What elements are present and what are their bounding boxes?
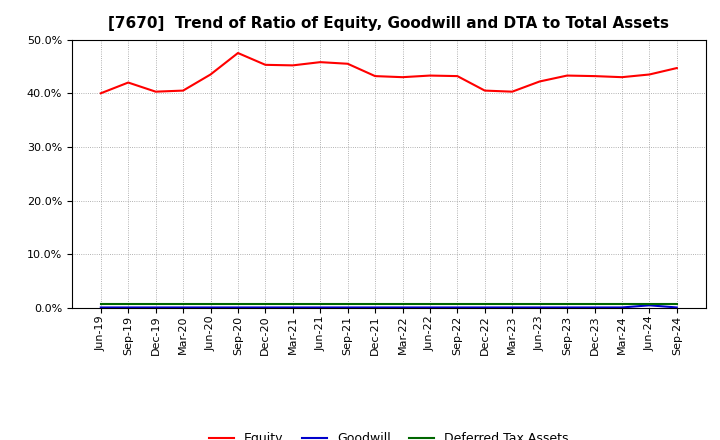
Deferred Tax Assets [590, 301, 599, 306]
Equity [289, 63, 297, 68]
Equity [618, 74, 626, 80]
Line: Equity: Equity [101, 53, 677, 93]
Goodwill [618, 305, 626, 310]
Deferred Tax Assets [645, 301, 654, 306]
Deferred Tax Assets [316, 301, 325, 306]
Goodwill [536, 305, 544, 310]
Deferred Tax Assets [179, 301, 187, 306]
Equity [508, 89, 516, 94]
Equity [179, 88, 187, 93]
Goodwill [179, 305, 187, 310]
Deferred Tax Assets [124, 301, 132, 306]
Goodwill [96, 305, 105, 310]
Equity [124, 80, 132, 85]
Deferred Tax Assets [398, 301, 407, 306]
Equity [590, 73, 599, 79]
Equity [96, 91, 105, 96]
Equity [480, 88, 489, 93]
Goodwill [563, 305, 572, 310]
Deferred Tax Assets [480, 301, 489, 306]
Deferred Tax Assets [289, 301, 297, 306]
Equity [206, 72, 215, 77]
Deferred Tax Assets [96, 301, 105, 306]
Deferred Tax Assets [371, 301, 379, 306]
Goodwill [261, 305, 270, 310]
Deferred Tax Assets [151, 301, 160, 306]
Deferred Tax Assets [536, 301, 544, 306]
Goodwill [343, 305, 352, 310]
Equity [426, 73, 434, 78]
Equity [316, 59, 325, 65]
Equity [233, 50, 242, 55]
Deferred Tax Assets [672, 301, 681, 306]
Equity [453, 73, 462, 79]
Goodwill [590, 305, 599, 310]
Equity [261, 62, 270, 67]
Deferred Tax Assets [233, 301, 242, 306]
Goodwill [233, 305, 242, 310]
Goodwill [206, 305, 215, 310]
Deferred Tax Assets [261, 301, 270, 306]
Goodwill [453, 305, 462, 310]
Deferred Tax Assets [206, 301, 215, 306]
Goodwill [480, 305, 489, 310]
Goodwill [124, 305, 132, 310]
Equity [645, 72, 654, 77]
Goodwill [289, 305, 297, 310]
Line: Goodwill: Goodwill [101, 305, 677, 308]
Equity [151, 89, 160, 94]
Deferred Tax Assets [453, 301, 462, 306]
Equity [672, 66, 681, 71]
Goodwill [316, 305, 325, 310]
Goodwill [426, 305, 434, 310]
Equity [398, 74, 407, 80]
Deferred Tax Assets [618, 301, 626, 306]
Goodwill [508, 305, 516, 310]
Deferred Tax Assets [563, 301, 572, 306]
Legend: Equity, Goodwill, Deferred Tax Assets: Equity, Goodwill, Deferred Tax Assets [204, 427, 574, 440]
Equity [371, 73, 379, 79]
Equity [536, 79, 544, 84]
Deferred Tax Assets [426, 301, 434, 306]
Equity [563, 73, 572, 78]
Goodwill [672, 305, 681, 310]
Equity [343, 61, 352, 66]
Goodwill [371, 305, 379, 310]
Goodwill [151, 305, 160, 310]
Title: [7670]  Trend of Ratio of Equity, Goodwill and DTA to Total Assets: [7670] Trend of Ratio of Equity, Goodwil… [108, 16, 670, 32]
Goodwill [398, 305, 407, 310]
Deferred Tax Assets [508, 301, 516, 306]
Deferred Tax Assets [343, 301, 352, 306]
Goodwill [645, 303, 654, 308]
